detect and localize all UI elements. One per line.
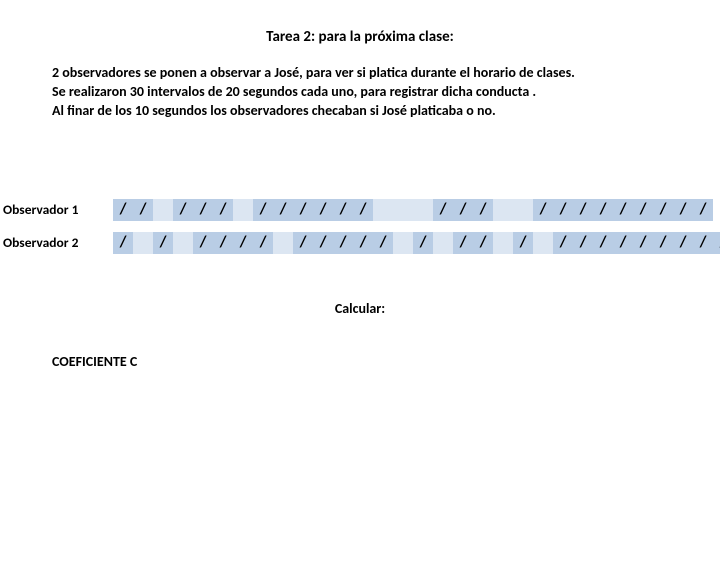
interval-cell: / [673, 232, 693, 254]
interval-cell: / [413, 232, 433, 254]
interval-cell: / [193, 232, 213, 254]
observer-label: Observador 1 [3, 201, 113, 218]
interval-cell: / [113, 199, 133, 221]
coeficiente-label: COEFICIENTE C [52, 353, 720, 370]
interval-cell: / [213, 199, 233, 221]
interval-cell: / [573, 199, 593, 221]
interval-cell: / [313, 232, 333, 254]
interval-cell: / [593, 232, 613, 254]
interval-cell: / [453, 232, 473, 254]
interval-cell: / [353, 232, 373, 254]
interval-cell: / [633, 199, 653, 221]
interval-cell [133, 232, 153, 254]
observer-row: Observador 1/////////////////////// [3, 199, 720, 221]
interval-cell: / [113, 232, 133, 254]
interval-cell: / [593, 199, 613, 221]
interval-cell [533, 232, 553, 254]
interval-cell: / [313, 199, 333, 221]
interval-cell: / [253, 232, 273, 254]
interval-cell: / [193, 199, 213, 221]
interval-cell: / [333, 199, 353, 221]
interval-cell: / [713, 232, 720, 254]
interval-cell: / [173, 199, 193, 221]
interval-cell: / [273, 199, 293, 221]
interval-cell: / [353, 199, 373, 221]
calcular-label: Calcular: [0, 300, 720, 317]
interval-cell: / [453, 199, 473, 221]
interval-cell [393, 232, 413, 254]
interval-cell [173, 232, 193, 254]
interval-cell [433, 232, 453, 254]
observer-row: Observador 2//////////////////////// [3, 232, 720, 254]
interval-cell [413, 199, 433, 221]
interval-cell [153, 199, 173, 221]
interval-cell: / [553, 199, 573, 221]
interval-cell: / [533, 199, 553, 221]
interval-cell: / [293, 199, 313, 221]
interval-cell [233, 199, 253, 221]
interval-cell: / [473, 232, 493, 254]
page-title: Tarea 2: para la próxima clase: [0, 28, 720, 46]
interval-cell: / [653, 232, 673, 254]
interval-cell: / [233, 232, 253, 254]
observer-cells: //////////////////////// [113, 232, 720, 254]
interval-cell: / [293, 232, 313, 254]
interval-cell: / [573, 232, 593, 254]
interval-cell: / [133, 199, 153, 221]
interval-cell: / [633, 232, 653, 254]
interval-cell: / [473, 199, 493, 221]
interval-cell [513, 199, 533, 221]
interval-cell [493, 232, 513, 254]
interval-cell: / [513, 232, 533, 254]
interval-cell [393, 199, 413, 221]
interval-cell: / [693, 199, 713, 221]
observer-label: Observador 2 [3, 234, 113, 251]
interval-cell: / [253, 199, 273, 221]
interval-cell: / [333, 232, 353, 254]
observer-cells: /////////////////////// [113, 199, 713, 221]
interval-cell: / [653, 199, 673, 221]
interval-cell: / [693, 232, 713, 254]
interval-cell: / [673, 199, 693, 221]
interval-cell: / [153, 232, 173, 254]
interval-cell [373, 199, 393, 221]
interval-cell: / [213, 232, 233, 254]
interval-cell: / [433, 199, 453, 221]
interval-cell: / [553, 232, 573, 254]
interval-cell: / [613, 199, 633, 221]
interval-cell [493, 199, 513, 221]
description-text: 2 observadores se ponen a observar a Jos… [52, 64, 670, 121]
interval-cell: / [613, 232, 633, 254]
observer-section: Observador 1///////////////////////Obser… [3, 199, 720, 254]
interval-cell [273, 232, 293, 254]
interval-cell: / [373, 232, 393, 254]
